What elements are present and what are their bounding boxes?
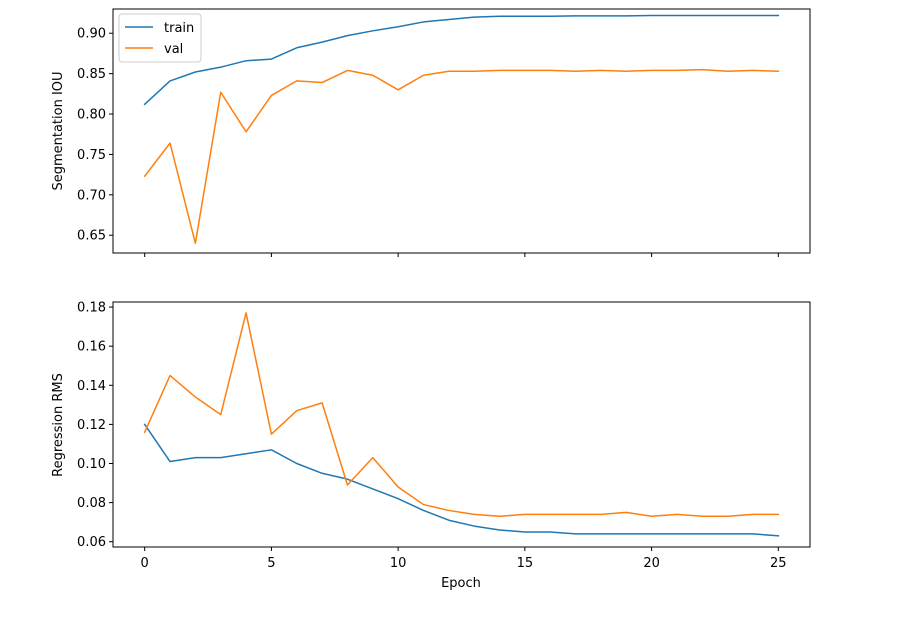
series-line-val bbox=[143, 68, 780, 245]
legend-box bbox=[118, 13, 202, 63]
x-tick-label: 15 bbox=[517, 556, 534, 571]
series-line-val bbox=[143, 312, 780, 518]
x-tick-label: 10 bbox=[390, 556, 407, 571]
x-tick-label: 0 bbox=[141, 556, 149, 571]
plot-area-frame bbox=[112, 8, 811, 254]
x-ticks bbox=[144, 253, 779, 257]
plot-area-frame bbox=[112, 301, 811, 548]
series-line-train bbox=[143, 423, 780, 537]
y-tick-label: 0.16 bbox=[77, 340, 106, 355]
legend-label-val: val bbox=[164, 42, 183, 57]
y-ticks: 0.06 0.08 0.10 0.12 0.14 0.16 0.18 bbox=[77, 301, 113, 550]
y-tick-label: 0.06 bbox=[77, 535, 106, 550]
legend: train val bbox=[118, 13, 202, 63]
x-tick-label: 20 bbox=[643, 556, 660, 571]
x-ticks: 0 5 10 15 20 25 bbox=[141, 547, 787, 571]
y-tick-label: 0.12 bbox=[77, 418, 106, 433]
y-tick-label: 0.70 bbox=[77, 188, 106, 203]
y-tick-label: 0.90 bbox=[77, 27, 106, 42]
x-axis-label: Epoch bbox=[441, 576, 481, 591]
x-tick-label: 25 bbox=[770, 556, 787, 571]
y-ticks: 0.65 0.70 0.75 0.80 0.85 0.90 bbox=[77, 27, 113, 244]
y-tick-label: 0.14 bbox=[77, 379, 106, 394]
y-tick-label: 0.18 bbox=[77, 301, 106, 316]
y-axis-label: Regression RMS bbox=[51, 373, 66, 477]
y-tick-label: 0.08 bbox=[77, 496, 106, 511]
series-lines bbox=[143, 14, 780, 245]
y-tick-label: 0.65 bbox=[77, 229, 106, 244]
legend-label-train: train bbox=[164, 21, 194, 36]
segmentation-iou-panel: 0.65 0.70 0.75 0.80 0.85 0.90 Segmentation IO… bbox=[51, 8, 811, 257]
y-tick-label: 0.10 bbox=[77, 457, 106, 472]
y-tick-label: 0.75 bbox=[77, 148, 106, 163]
series-lines bbox=[143, 312, 780, 537]
y-tick-label: 0.85 bbox=[77, 67, 106, 82]
y-tick-label: 0.80 bbox=[77, 108, 106, 123]
regression-rms-panel: 0.060.080.100.120.140.160.18 0 5 10 15 20 25 … bbox=[51, 301, 811, 591]
x-tick-label: 5 bbox=[267, 556, 275, 571]
y-axis-label: Segmentation IOU bbox=[51, 71, 66, 190]
series-line-train bbox=[143, 14, 780, 106]
